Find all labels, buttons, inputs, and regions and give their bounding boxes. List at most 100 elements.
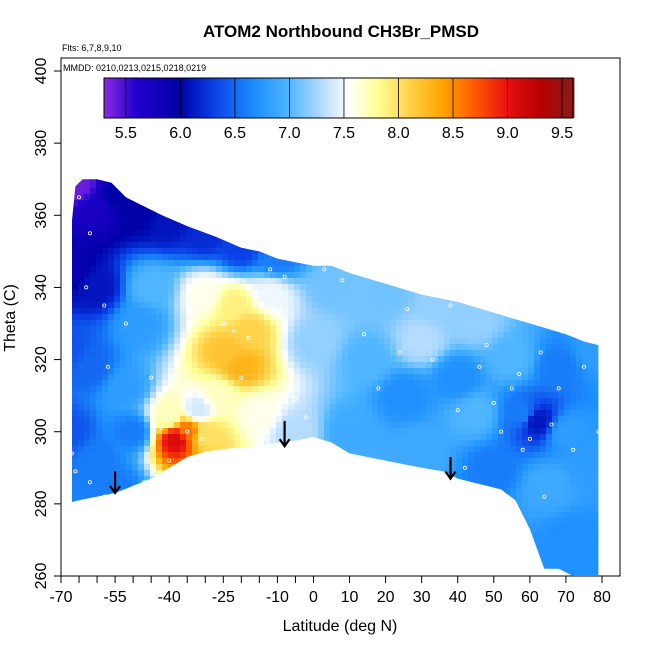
field-cell bbox=[330, 302, 337, 309]
field-cell bbox=[156, 332, 163, 339]
field-cell bbox=[336, 368, 343, 375]
field-cell bbox=[426, 392, 433, 399]
field-cell bbox=[378, 416, 385, 423]
field-cell bbox=[354, 290, 361, 297]
field-cell bbox=[120, 482, 127, 489]
field-cell bbox=[324, 380, 331, 387]
field-cell bbox=[426, 398, 433, 405]
field-cell bbox=[432, 434, 439, 441]
field-cell bbox=[318, 404, 325, 411]
field-cell bbox=[264, 296, 271, 303]
field-cell bbox=[120, 362, 127, 369]
field-cell bbox=[162, 332, 169, 339]
field-cell bbox=[456, 332, 463, 339]
field-cell bbox=[276, 332, 283, 339]
field-cell bbox=[528, 374, 535, 381]
field-cell bbox=[366, 452, 373, 459]
field-cell bbox=[378, 302, 385, 309]
field-cell bbox=[300, 272, 307, 279]
field-cell bbox=[144, 410, 151, 417]
field-cell bbox=[570, 398, 577, 405]
field-cell bbox=[564, 338, 571, 345]
field-cell bbox=[216, 260, 223, 267]
field-cell bbox=[408, 296, 415, 303]
field-cell bbox=[366, 290, 373, 297]
field-cell bbox=[330, 398, 337, 405]
field-cell bbox=[162, 410, 169, 417]
field-cell bbox=[378, 308, 385, 315]
field-cell bbox=[546, 368, 553, 375]
field-cell bbox=[582, 416, 589, 423]
field-cell bbox=[456, 392, 463, 399]
field-cell bbox=[102, 314, 109, 321]
field-cell bbox=[162, 218, 169, 225]
field-cell bbox=[132, 458, 139, 465]
field-cell bbox=[72, 344, 79, 351]
field-cell bbox=[552, 428, 559, 435]
field-cell bbox=[432, 446, 439, 453]
field-cell bbox=[270, 344, 277, 351]
field-cell bbox=[234, 326, 241, 333]
field-cell bbox=[342, 332, 349, 339]
field-cell bbox=[594, 386, 599, 393]
field-cell bbox=[324, 350, 331, 357]
field-cell bbox=[186, 440, 193, 447]
field-cell bbox=[294, 320, 301, 327]
field-cell bbox=[84, 212, 91, 219]
field-cell bbox=[276, 368, 283, 375]
field-cell bbox=[84, 428, 91, 435]
field-cell bbox=[174, 446, 181, 453]
field-cell bbox=[510, 452, 517, 459]
field-cell bbox=[168, 356, 175, 363]
field-cell bbox=[126, 416, 133, 423]
field-cell bbox=[288, 416, 295, 423]
field-cell bbox=[330, 266, 337, 273]
field-cell bbox=[306, 332, 313, 339]
field-cell bbox=[450, 398, 457, 405]
field-cell bbox=[498, 338, 505, 345]
field-cell bbox=[444, 320, 451, 327]
field-cell bbox=[330, 350, 337, 357]
field-cell bbox=[294, 368, 301, 375]
field-cell bbox=[546, 380, 553, 387]
field-cell bbox=[546, 344, 553, 351]
field-cell bbox=[300, 368, 307, 375]
field-cell bbox=[114, 404, 121, 411]
field-cell bbox=[246, 428, 253, 435]
field-cell bbox=[234, 428, 241, 435]
field-cell bbox=[372, 380, 379, 387]
field-cell bbox=[342, 296, 349, 303]
field-cell bbox=[210, 428, 217, 435]
field-cell bbox=[342, 308, 349, 315]
field-cell bbox=[72, 290, 79, 297]
field-cell bbox=[192, 314, 199, 321]
field-cell bbox=[216, 338, 223, 345]
field-cell bbox=[126, 374, 133, 381]
field-cell bbox=[432, 338, 439, 345]
field-cell bbox=[156, 230, 163, 237]
field-cell bbox=[132, 410, 139, 417]
field-cell bbox=[378, 410, 385, 417]
field-cell bbox=[348, 314, 355, 321]
field-cell bbox=[168, 254, 175, 261]
field-cell bbox=[558, 428, 565, 435]
field-cell bbox=[546, 332, 553, 339]
field-cell bbox=[132, 434, 139, 441]
field-cell bbox=[288, 314, 295, 321]
field-cell bbox=[360, 308, 367, 315]
field-cell bbox=[96, 446, 103, 453]
field-cell bbox=[402, 404, 409, 411]
field-cell bbox=[336, 398, 343, 405]
field-cell bbox=[360, 392, 367, 399]
field-cell bbox=[480, 338, 487, 345]
field-cell bbox=[564, 368, 571, 375]
field-cell bbox=[306, 404, 313, 411]
field-cell bbox=[468, 362, 475, 369]
field-cell bbox=[360, 374, 367, 381]
field-cell bbox=[108, 374, 115, 381]
field-cell bbox=[312, 320, 319, 327]
field-cell bbox=[456, 368, 463, 375]
field-cell bbox=[222, 314, 229, 321]
field-cell bbox=[210, 326, 217, 333]
field-cell bbox=[372, 440, 379, 447]
